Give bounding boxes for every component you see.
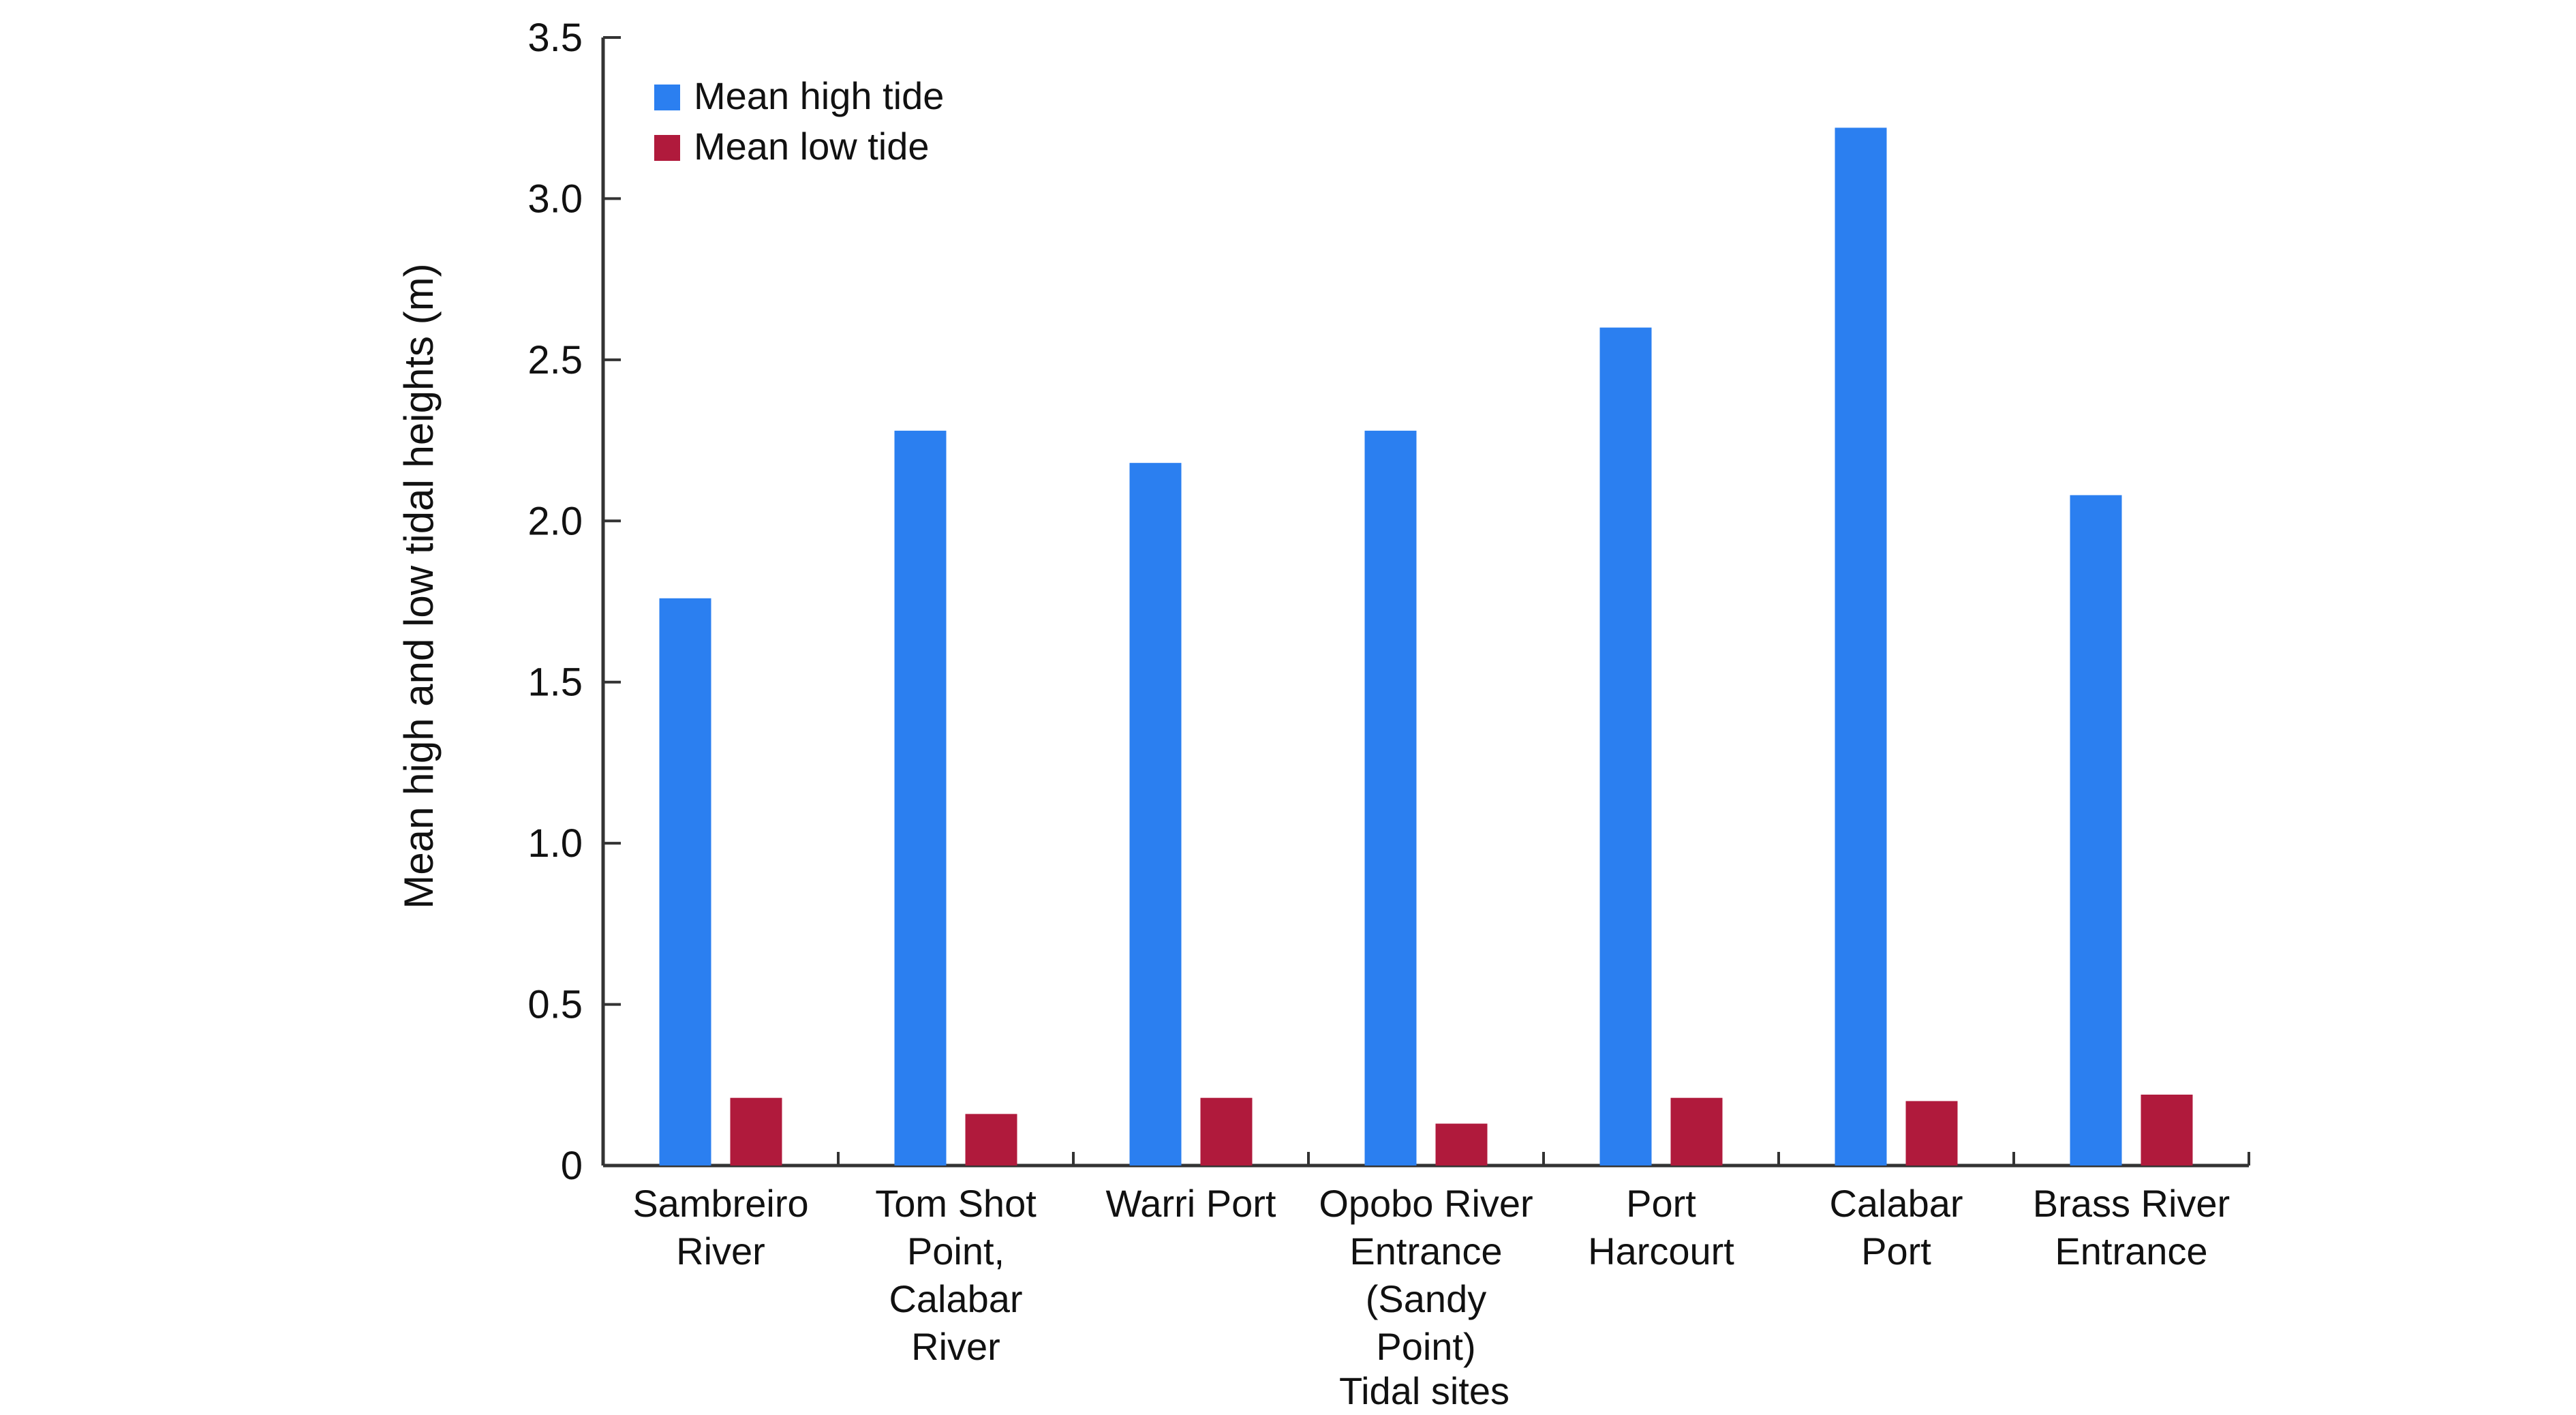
x-tick-label: Tom Shot Point, Calabar River: [875, 1182, 1037, 1368]
x-tick-label-line: Harcourt: [1588, 1230, 1734, 1273]
x-tick-label: Brass River Entrance: [2033, 1182, 2230, 1273]
y-tick-label: 2.5: [527, 338, 583, 382]
chart-axes: [601, 37, 2249, 1168]
x-tick-label-line: Port: [1626, 1182, 1696, 1225]
x-tick-label-line: Calabar: [889, 1277, 1022, 1320]
y-axis-ticks: 0 0.5 1.0 1.5 2.0 2.5 3.0 3.5: [527, 16, 621, 1188]
bar-mean-high-tide: [894, 430, 947, 1166]
bar-mean-high-tide: [659, 598, 711, 1166]
bar-mean-low-tide: [1200, 1097, 1253, 1166]
legend-swatch-mean-high-tide: [654, 85, 680, 110]
bar-mean-low-tide: [1670, 1097, 1723, 1166]
bar-mean-high-tide: [1129, 463, 1182, 1166]
x-tick-label-line: River: [911, 1325, 1000, 1368]
x-tick-label-line: Port: [1861, 1230, 1931, 1273]
x-axis-label: Tidal sites: [1339, 1369, 1509, 1412]
bar-mean-high-tide: [1835, 127, 1887, 1166]
y-tick-label: 0: [561, 1144, 583, 1188]
x-tick-label: Calabar Port: [1829, 1182, 1963, 1273]
bar-mean-high-tide: [1364, 430, 1417, 1166]
bar-mean-high-tide: [2070, 495, 2122, 1166]
y-tick-label: 0.5: [527, 983, 583, 1027]
bar-mean-high-tide: [1599, 327, 1652, 1166]
x-tick-label-line: Brass River: [2033, 1182, 2230, 1225]
bar-mean-low-tide: [730, 1097, 782, 1166]
x-tick-label-line: Opobo River: [1319, 1182, 1533, 1225]
legend-label-mean-high-tide: Mean high tide: [694, 74, 944, 117]
x-tick-label-line: Sambreiro: [632, 1182, 808, 1225]
x-tick-label: Sambreiro River: [632, 1182, 808, 1273]
x-tick-label-line: Warri Port: [1106, 1182, 1276, 1225]
y-tick-label: 3.5: [527, 16, 583, 60]
chart-bars: [659, 127, 2193, 1166]
legend-swatch-mean-low-tide: [654, 135, 680, 161]
x-tick-label-line: Point): [1376, 1325, 1475, 1368]
x-tick-label-line: (Sandy: [1366, 1277, 1486, 1320]
x-tick-label-line: Entrance: [1349, 1230, 1502, 1273]
x-tick-label-line: Entrance: [2055, 1230, 2207, 1273]
x-tick-label-line: Calabar: [1829, 1182, 1963, 1225]
x-tick-label-line: Tom Shot: [875, 1182, 1037, 1225]
x-tick-label-line: Point,: [907, 1230, 1005, 1273]
bar-mean-low-tide: [1435, 1123, 1488, 1166]
bar-mean-low-tide: [2141, 1094, 2193, 1166]
chart-legend: Mean high tide Mean low tide: [654, 74, 944, 168]
bar-mean-low-tide: [1905, 1101, 1958, 1166]
x-tick-label-line: River: [676, 1230, 765, 1273]
legend-label-mean-low-tide: Mean low tide: [694, 125, 930, 168]
x-tick-label: Port Harcourt: [1588, 1182, 1734, 1273]
y-tick-label: 2.0: [527, 499, 583, 543]
y-tick-label: 3.0: [527, 177, 583, 221]
x-tick-label: Warri Port: [1106, 1182, 1276, 1225]
y-axis-label: Mean high and low tidal heights (m): [396, 263, 442, 909]
x-tick-label: Opobo River Entrance (Sandy Point): [1319, 1182, 1533, 1368]
y-tick-label: 1.5: [527, 660, 583, 705]
y-tick-label: 1.0: [527, 821, 583, 866]
bar-mean-low-tide: [965, 1114, 1017, 1166]
